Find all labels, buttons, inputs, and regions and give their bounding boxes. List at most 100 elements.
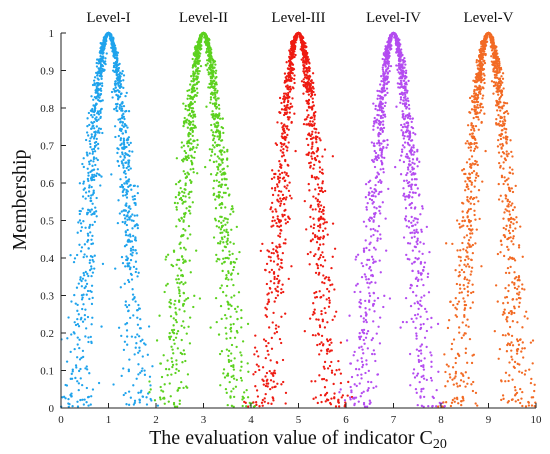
data-point [381,123,385,126]
data-point [282,97,285,101]
data-point [316,343,319,347]
data-point [196,138,199,142]
data-point [372,194,375,198]
data-point [191,123,195,126]
data-point [172,338,175,342]
data-point [118,95,122,98]
data-point [284,198,287,201]
data-point [394,165,397,169]
data-point [159,398,162,401]
data-point [287,141,290,144]
data-point [311,85,314,89]
data-point [101,262,105,266]
data-point [226,165,229,168]
data-point [220,317,223,321]
data-point [127,110,131,113]
data-point [409,286,412,290]
data-point [96,72,99,75]
data-point [377,325,380,328]
data-point [163,383,166,386]
data-point [95,125,98,128]
data-point [362,403,366,406]
data-point [210,150,214,154]
data-point [386,72,390,75]
data-point [218,242,222,245]
data-point [247,405,250,408]
data-point [312,124,316,127]
data-point [285,79,288,82]
data-point [100,49,103,52]
data-point [117,118,120,121]
data-point [411,161,414,164]
data-point [321,251,324,254]
data-point [73,257,77,260]
data-point [385,249,388,252]
data-point [175,405,179,408]
data-point [281,197,285,201]
data-point [117,63,120,66]
data-point [388,70,391,73]
data-point [220,221,223,224]
data-point [284,391,288,394]
data-point [365,225,368,228]
data-point [362,338,365,342]
data-point [365,208,368,211]
data-point [230,343,234,347]
data-point [339,381,343,385]
data-point [385,60,388,63]
data-point [85,327,88,330]
data-point [184,195,187,198]
data-point [413,302,416,305]
data-point [125,329,129,332]
data-point [307,69,311,72]
data-point [314,158,318,162]
data-point [83,313,87,317]
data-point [91,173,94,177]
data-point [197,80,200,84]
data-point [382,80,385,83]
data-point [127,280,131,284]
data-point [120,105,123,108]
data-point [435,388,438,392]
data-point [221,196,224,199]
data-point [321,180,324,183]
data-point [149,384,152,387]
data-point [415,317,418,320]
data-point [80,285,83,288]
data-point [401,144,405,147]
data-point [124,300,127,303]
data-point [318,353,321,356]
data-point [311,208,314,211]
data-point [422,405,425,408]
data-point [187,154,190,157]
data-point [267,402,270,405]
data-point [358,301,361,304]
data-point [264,384,268,388]
data-point [125,243,128,247]
data-point [76,343,79,346]
data-point [131,293,135,296]
data-point [79,377,82,380]
data-point [315,290,318,294]
data-point [316,235,319,238]
data-point [188,148,192,152]
data-point [133,201,136,205]
data-point [186,296,190,300]
data-point [122,104,126,108]
data-point [184,107,187,111]
data-point [172,317,175,320]
data-point [175,313,178,316]
data-point [113,108,116,111]
data-point [179,269,183,272]
data-point [431,404,434,408]
data-point [267,250,271,253]
data-point [407,114,410,118]
data-point [227,278,230,281]
data-point [305,123,308,126]
data-point [132,265,136,268]
data-point [73,321,76,324]
data-point [406,166,410,169]
data-point [164,367,168,371]
data-point [414,223,417,226]
data-point [377,139,380,142]
